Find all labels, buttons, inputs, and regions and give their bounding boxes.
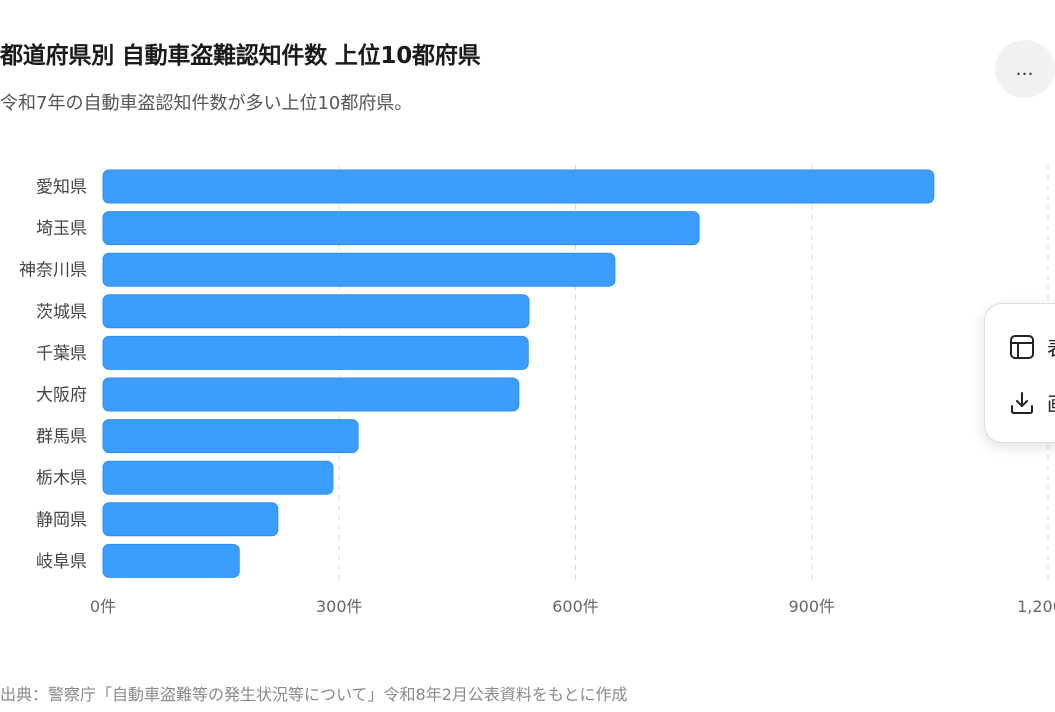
x-tick-label: 900件 xyxy=(788,597,835,616)
bar-chart: 0件 300件 600件 900件 1,200件 愛知県埼玉県神奈川県茨城県千葉県大阪府群… xyxy=(19,165,1055,616)
bar xyxy=(102,460,334,495)
more-horizontal-icon: … xyxy=(1015,58,1035,80)
y-category-label: 岐阜県 xyxy=(36,552,87,572)
y-category-label: 神奈川県 xyxy=(19,261,87,281)
menu-item-table[interactable]: 表 xyxy=(1009,332,1055,361)
y-category-label: 愛知県 xyxy=(36,178,87,198)
bar xyxy=(102,294,530,329)
chart-subtitle: 令和7年の自動車盗認知件数が多い上位10都府県。 xyxy=(0,93,413,114)
y-category-label: 千葉県 xyxy=(36,344,87,364)
bar xyxy=(102,502,279,537)
bar xyxy=(102,335,529,370)
y-category-label: 埼玉県 xyxy=(36,219,87,239)
chart-title: 都道府県別 自動車盗難認知件数 上位10都府県 xyxy=(0,43,481,69)
bar xyxy=(102,543,240,578)
x-tick-label: 1,200件 xyxy=(1017,597,1055,616)
y-category-label: 大阪府 xyxy=(36,386,87,406)
y-category-label: 群馬県 xyxy=(36,427,87,447)
x-tick-label: 600件 xyxy=(552,597,599,616)
bar xyxy=(102,169,935,204)
menu-item-table-label: 表 xyxy=(1047,332,1055,361)
source-note: 出典：警察庁「自動車盗難等の発生状況等について」令和8年2月公表資料をもとに作成 xyxy=(0,685,628,704)
menu-item-download[interactable]: 画 xyxy=(1009,388,1055,417)
y-category-label: 茨城県 xyxy=(36,302,87,322)
y-category-label: 栃木県 xyxy=(36,469,87,489)
table-icon xyxy=(1010,334,1034,359)
download-icon xyxy=(1011,391,1033,414)
bar xyxy=(102,252,616,287)
menu-item-download-label: 画 xyxy=(1047,388,1055,417)
chart-menu-panel: 表 画 xyxy=(984,303,1055,443)
bar xyxy=(102,211,700,246)
bar xyxy=(102,419,359,454)
bar xyxy=(102,377,520,412)
x-tick-label: 0件 xyxy=(90,597,116,616)
y-category-label: 静岡県 xyxy=(36,510,87,530)
more-options-button[interactable]: … xyxy=(995,40,1055,98)
x-tick-label: 300件 xyxy=(316,597,363,616)
